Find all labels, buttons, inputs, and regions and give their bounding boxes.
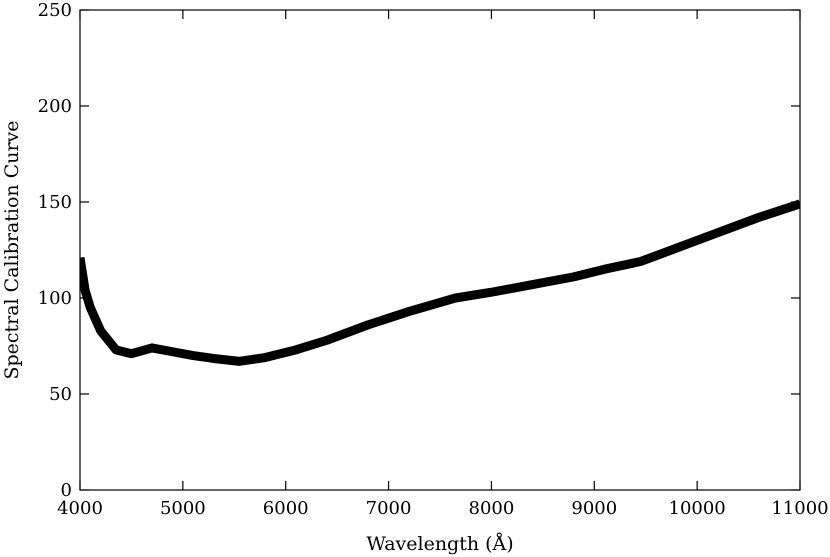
x-tick-label: 5000 (160, 498, 206, 519)
x-tick-label: 10000 (669, 498, 726, 519)
y-axis-label: Spectral Calibration Curve (1, 120, 23, 379)
x-tick-labels: 4000 5000 6000 7000 8000 9000 10000 11000 (57, 498, 829, 519)
y-tick-label: 50 (49, 384, 72, 405)
plot-series (80, 199, 800, 366)
y-tick-label: 0 (61, 480, 72, 501)
x-axis-label: Wavelength (Å) (366, 533, 513, 555)
y-tick-label: 150 (38, 192, 72, 213)
y-tick-labels: 0 50 100 150 200 250 (38, 0, 72, 501)
y-tick-label: 250 (38, 0, 72, 21)
series-line-0 (80, 199, 800, 366)
x-tick-label: 8000 (469, 498, 515, 519)
axis-ticks (79, 9, 801, 491)
y-tick-label: 200 (38, 96, 72, 117)
x-tick-label: 11000 (771, 498, 828, 519)
x-tick-label: 7000 (366, 498, 412, 519)
y-tick-label: 100 (38, 288, 72, 309)
plot-frame (79, 9, 801, 491)
x-tick-label: 4000 (57, 498, 103, 519)
x-tick-label: 6000 (263, 498, 309, 519)
x-tick-label: 9000 (571, 498, 617, 519)
